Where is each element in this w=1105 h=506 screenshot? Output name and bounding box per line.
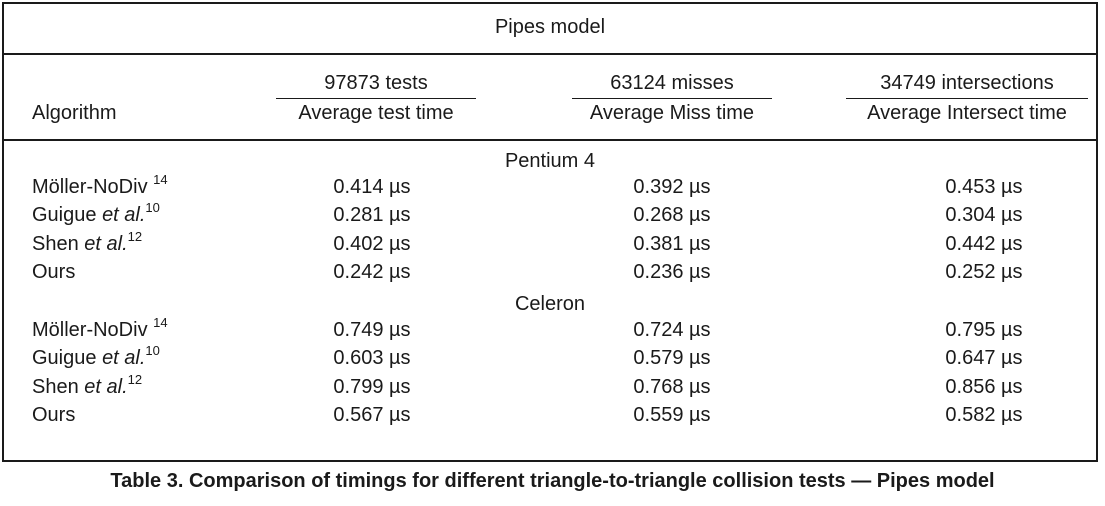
algorithm-name-cell: Ours xyxy=(32,404,76,426)
test-time-cell: 0.414 µs xyxy=(333,176,411,198)
intersect-time-cell: 0.582 µs xyxy=(945,404,1023,426)
col3-count-header: 34749 intersections xyxy=(880,72,1054,94)
intersect-time-cell: 0.304 µs xyxy=(945,204,1023,226)
timing-table: Pipes model 97873 tests Average test tim… xyxy=(2,2,1098,462)
table-row: Shen et al.12 0.799 µs 0.768 µs 0.856 µs xyxy=(4,372,1096,404)
table-caption: Table 3. Comparison of timings for diffe… xyxy=(110,470,995,492)
col2-header-rule xyxy=(572,98,772,99)
table-row: Möller-NoDiv 14 0.749 µs 0.724 µs 0.795 … xyxy=(4,315,1096,347)
table-row: Ours 0.242 µs 0.236 µs 0.252 µs xyxy=(4,261,1096,289)
col2-count-header: 63124 misses xyxy=(610,72,734,94)
table-row: Guigue et al.10 0.603 µs 0.579 µs 0.647 … xyxy=(4,343,1096,375)
section-label-celeron: Celeron xyxy=(514,293,586,315)
test-time-cell: 0.567 µs xyxy=(333,404,411,426)
col3-header-rule xyxy=(846,98,1088,99)
col3-time-header: Average Intersect time xyxy=(867,102,1067,124)
miss-time-cell: 0.392 µs xyxy=(633,176,711,198)
test-time-cell: 0.603 µs xyxy=(333,347,411,369)
miss-time-cell: 0.268 µs xyxy=(633,204,711,226)
algorithm-name-cell: Shen et al.12 xyxy=(32,372,143,398)
test-time-cell: 0.281 µs xyxy=(333,204,411,226)
test-time-cell: 0.749 µs xyxy=(333,319,411,341)
table-row: Möller-NoDiv 14 0.414 µs 0.392 µs 0.453 … xyxy=(4,172,1096,204)
intersect-time-cell: 0.856 µs xyxy=(945,376,1023,398)
intersect-time-cell: 0.795 µs xyxy=(945,319,1023,341)
table-row: Ours 0.567 µs 0.559 µs 0.582 µs xyxy=(4,404,1096,432)
miss-time-cell: 0.579 µs xyxy=(633,347,711,369)
col1-time-header: Average test time xyxy=(298,102,454,124)
test-time-cell: 0.242 µs xyxy=(333,261,411,283)
test-time-cell: 0.402 µs xyxy=(333,233,411,255)
miss-time-cell: 0.236 µs xyxy=(633,261,711,283)
miss-time-cell: 0.724 µs xyxy=(633,319,711,341)
col1-count-header: 97873 tests xyxy=(324,72,428,94)
table-row: Shen et al.12 0.402 µs 0.381 µs 0.442 µs xyxy=(4,229,1096,261)
miss-time-cell: 0.559 µs xyxy=(633,404,711,426)
algorithm-name-cell: Shen et al.12 xyxy=(32,229,143,255)
miss-time-cell: 0.381 µs xyxy=(633,233,711,255)
section-label-pentium4: Pentium 4 xyxy=(504,150,596,172)
intersect-time-cell: 0.442 µs xyxy=(945,233,1023,255)
header-separator xyxy=(4,139,1096,141)
intersect-time-cell: 0.453 µs xyxy=(945,176,1023,198)
col1-header-rule xyxy=(276,98,476,99)
algorithm-name-cell: Guigue et al.10 xyxy=(32,343,160,369)
algorithm-name-cell: Ours xyxy=(32,261,76,283)
algorithm-name-cell: Möller-NoDiv 14 xyxy=(32,172,168,198)
test-time-cell: 0.799 µs xyxy=(333,376,411,398)
miss-time-cell: 0.768 µs xyxy=(633,376,711,398)
intersect-time-cell: 0.252 µs xyxy=(945,261,1023,283)
col2-time-header: Average Miss time xyxy=(589,102,755,124)
algorithm-header: Algorithm xyxy=(32,102,117,124)
algorithm-name-cell: Guigue et al.10 xyxy=(32,200,160,226)
intersect-time-cell: 0.647 µs xyxy=(945,347,1023,369)
table-row: Guigue et al.10 0.281 µs 0.268 µs 0.304 … xyxy=(4,200,1096,232)
table-title: Pipes model xyxy=(4,4,1096,55)
algorithm-name-cell: Möller-NoDiv 14 xyxy=(32,315,168,341)
